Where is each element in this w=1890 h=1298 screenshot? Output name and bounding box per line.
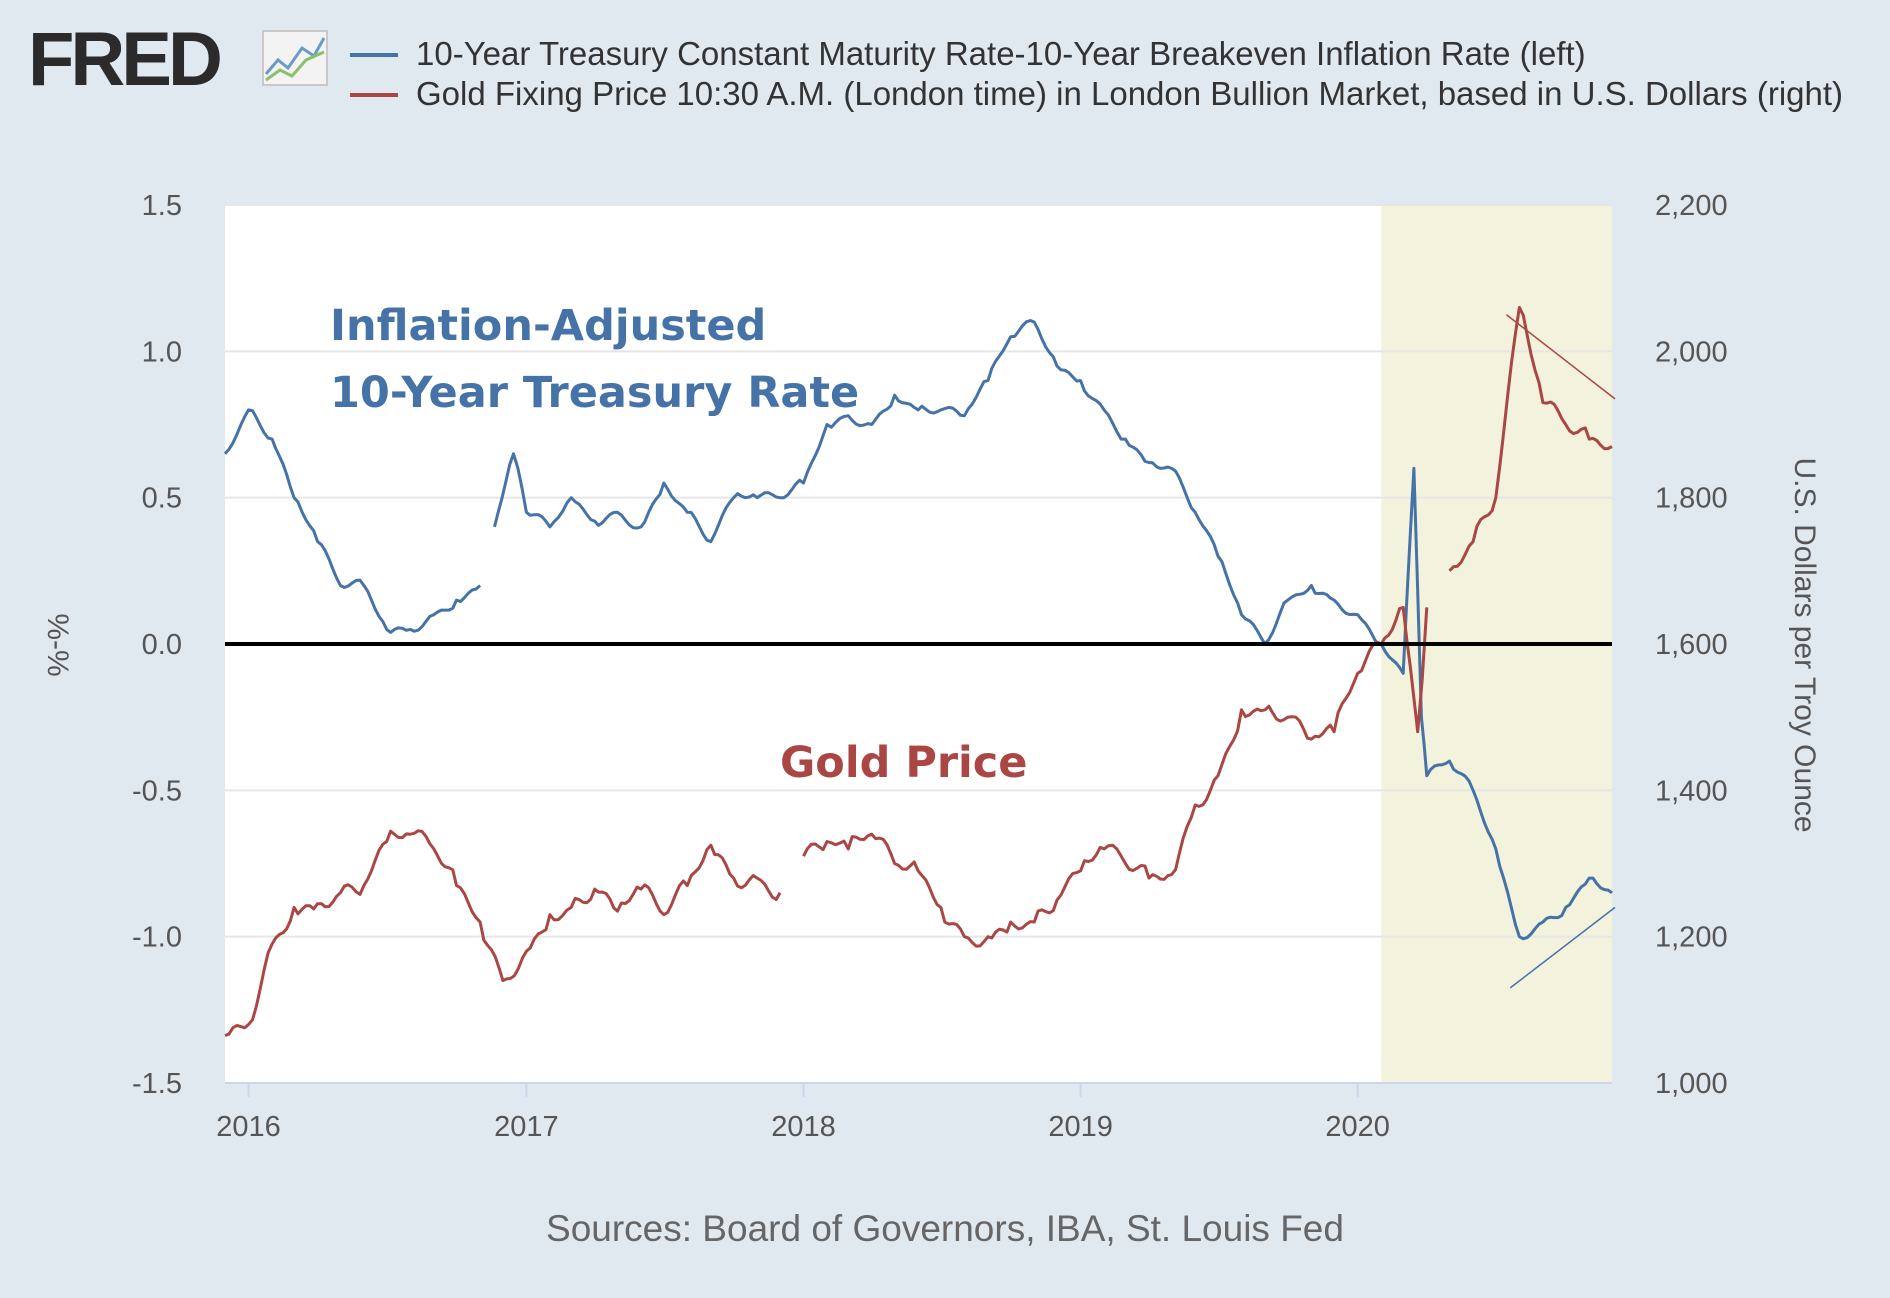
line-chart-icon bbox=[262, 30, 328, 86]
rate-trend-line bbox=[1509, 906, 1616, 989]
left-tick-label: 0.0 bbox=[142, 629, 182, 661]
chart-annotation: Inflation-Adjusted bbox=[330, 301, 766, 351]
x-tick-label: 2019 bbox=[1048, 1111, 1113, 1143]
left-tick-label: 1.0 bbox=[142, 336, 182, 368]
right-tick-label: 1,400 bbox=[1655, 775, 1728, 807]
left-tick-label: -1.5 bbox=[132, 1068, 182, 1100]
left-axis-label: %-% bbox=[41, 613, 74, 676]
right-axis-label: U.S. Dollars per Troy Ounce bbox=[1788, 457, 1821, 832]
left-tick-label: -0.5 bbox=[132, 775, 182, 807]
x-tick-label: 2016 bbox=[216, 1111, 281, 1143]
chart-annotation: 10-Year Treasury Rate bbox=[330, 368, 859, 418]
right-tick-label: 1,200 bbox=[1655, 922, 1728, 954]
trend-lines bbox=[1506, 314, 1616, 989]
right-tick-label: 1,800 bbox=[1655, 483, 1728, 515]
x-tick-label: 2017 bbox=[494, 1111, 559, 1143]
series-line-gold bbox=[224, 305, 1613, 1037]
right-tick-label: 2,200 bbox=[1655, 190, 1728, 222]
chart-annotation: Gold Price bbox=[780, 738, 1027, 788]
right-tick-label: 2,000 bbox=[1655, 336, 1728, 368]
annotations: Inflation-Adjusted 10-Year Treasury Rate G… bbox=[330, 301, 1027, 788]
legend-swatch-blue bbox=[350, 53, 398, 57]
legend-swatch-red bbox=[350, 93, 398, 97]
right-axis-ticks: 2,200 2,000 1,800 1,600 1,400 1,200 1,000 bbox=[1655, 190, 1728, 1100]
right-tick-label: 1,600 bbox=[1655, 629, 1728, 661]
source-note: Sources: Board of Governors, IBA, St. Lo… bbox=[546, 1208, 1344, 1249]
legend-label: 10-Year Treasury Constant Maturity Rate-… bbox=[416, 35, 1586, 72]
left-tick-label: -1.0 bbox=[132, 922, 182, 954]
fred-logo[interactable]: FRED bbox=[28, 17, 223, 102]
left-tick-label: 0.5 bbox=[142, 483, 182, 515]
series-line-real-rate bbox=[223, 319, 1613, 941]
chart-header: FRED 10-Year Treasury Constant Maturity … bbox=[0, 0, 1890, 180]
series-lines bbox=[223, 305, 1613, 1037]
legend-label: Gold Fixing Price 10:30 A.M. (London tim… bbox=[416, 75, 1844, 112]
x-tick-label: 2020 bbox=[1325, 1111, 1390, 1143]
left-axis-ticks: 1.5 1.0 0.5 0.0 -0.5 -1.0 -1.5 bbox=[132, 190, 182, 1100]
x-axis-ticks: 2016 2017 2018 2019 2020 bbox=[216, 1082, 1612, 1143]
gold-trend-line bbox=[1506, 314, 1616, 400]
x-tick-label: 2018 bbox=[771, 1111, 836, 1143]
left-tick-label: 1.5 bbox=[142, 190, 182, 222]
right-tick-label: 1,000 bbox=[1655, 1068, 1728, 1100]
